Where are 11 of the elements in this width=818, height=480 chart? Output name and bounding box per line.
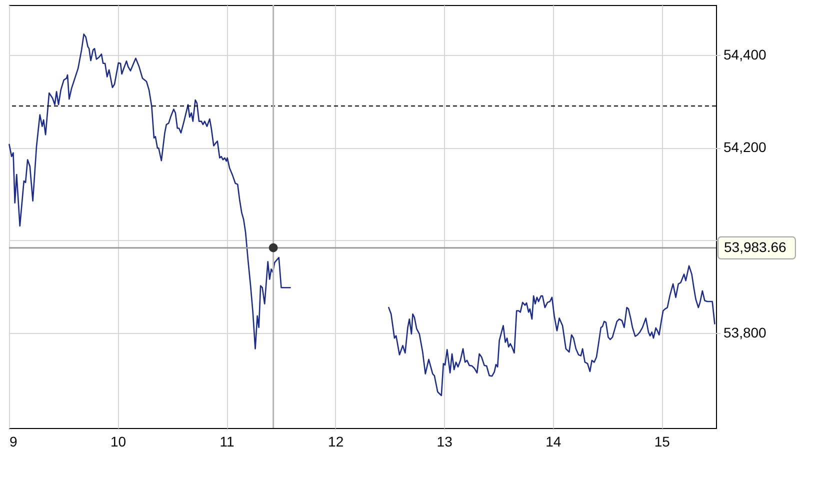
x-tick-label: 9 [10, 434, 18, 450]
x-tick-label: 11 [220, 434, 235, 450]
x-tick-label: 13 [436, 434, 453, 450]
x-tick-label: 15 [654, 434, 670, 450]
x-tick-label: 10 [110, 434, 126, 450]
x-tick-label: 12 [328, 434, 344, 450]
y-tick-label: 54,200 [724, 139, 767, 156]
y-tick-label: 53,800 [724, 324, 767, 341]
ref-line-label: 53,983.66 [724, 238, 786, 255]
x-tick-label: 14 [546, 434, 562, 450]
y-tick-label: 54,400 [724, 46, 767, 63]
